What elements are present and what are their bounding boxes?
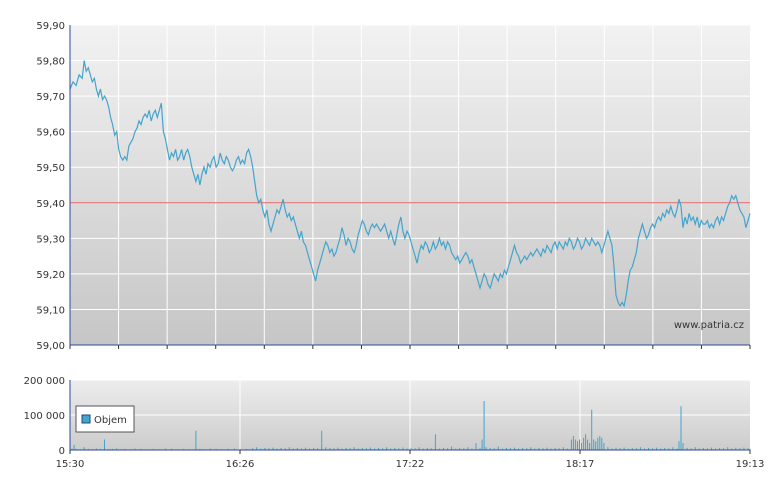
volume-y-tick-label: 100 000	[24, 411, 65, 422]
volume-y-tick-label: 200 000	[24, 376, 65, 387]
volume-y-tick-label: 0	[59, 446, 65, 457]
price-y-tick-label: 59,10	[36, 305, 65, 316]
price-y-tick-label: 59,50	[36, 163, 65, 174]
price-y-axis: 59,00 59,10 59,20 59,30 59,40 59,50 59,60 59,70…	[36, 21, 65, 352]
x-tick-label: 19:13	[736, 459, 765, 470]
volume-y-axis: 0 100 000 200 000	[24, 376, 65, 457]
price-x-ticks	[69, 345, 751, 349]
x-tick-label: 18:17	[566, 459, 595, 470]
price-panel: 59,00 59,10 59,20 59,30 59,40 59,50 59,60 59,70…	[36, 21, 751, 352]
volume-legend: Objem	[75, 405, 135, 433]
x-tick-label: 16:26	[226, 459, 255, 470]
price-y-tick-label: 59,90	[36, 21, 65, 32]
watermark: www.patria.cz	[674, 320, 744, 331]
x-tick-label: 17:22	[396, 459, 425, 470]
price-y-tick-label: 59,30	[36, 234, 65, 245]
price-y-tick-label: 59,80	[36, 57, 65, 68]
volume-x-axis: 15:30 16:26 17:22 18:17 19:13	[56, 450, 765, 470]
price-y-tick-label: 59,20	[36, 270, 65, 281]
price-y-tick-label: 59,40	[36, 199, 65, 210]
legend-label: Objem	[94, 415, 127, 426]
price-y-tick-label: 59,70	[36, 92, 65, 103]
price-y-tick-label: 59,60	[36, 128, 65, 139]
price-series-line	[69, 60, 751, 308]
x-tick-label: 15:30	[56, 459, 85, 470]
price-grid	[70, 24, 750, 346]
price-y-tick-label: 59,00	[36, 341, 65, 352]
legend-swatch	[81, 414, 91, 424]
volume-panel: 0 100 000 200 000 15:30 16:26 17:22 18:17 19:1…	[24, 376, 765, 470]
